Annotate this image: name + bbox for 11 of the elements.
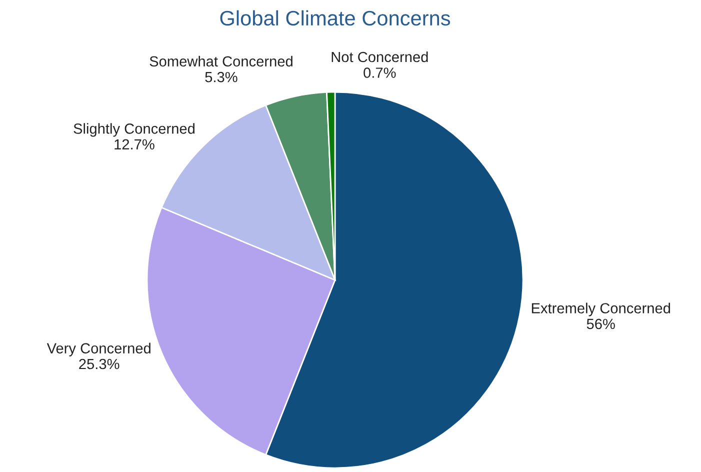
chart-title: Global Climate Concerns — [220, 10, 450, 26]
data-label: 5.3% — [205, 72, 238, 82]
slice-label: Somewhat Concerned — [150, 56, 292, 67]
data-label: 0.7% — [364, 68, 396, 78]
data-label: 56% — [586, 318, 615, 330]
slice-label: Very Concerned — [46, 342, 150, 356]
slice-label: Slightly Concerned — [74, 123, 194, 137]
data-label: 12.7% — [114, 139, 154, 150]
slice-label: Extremely Concerned — [532, 302, 670, 316]
slice-label: Not Concerned — [332, 51, 428, 62]
data-label: 25.3% — [79, 358, 120, 370]
